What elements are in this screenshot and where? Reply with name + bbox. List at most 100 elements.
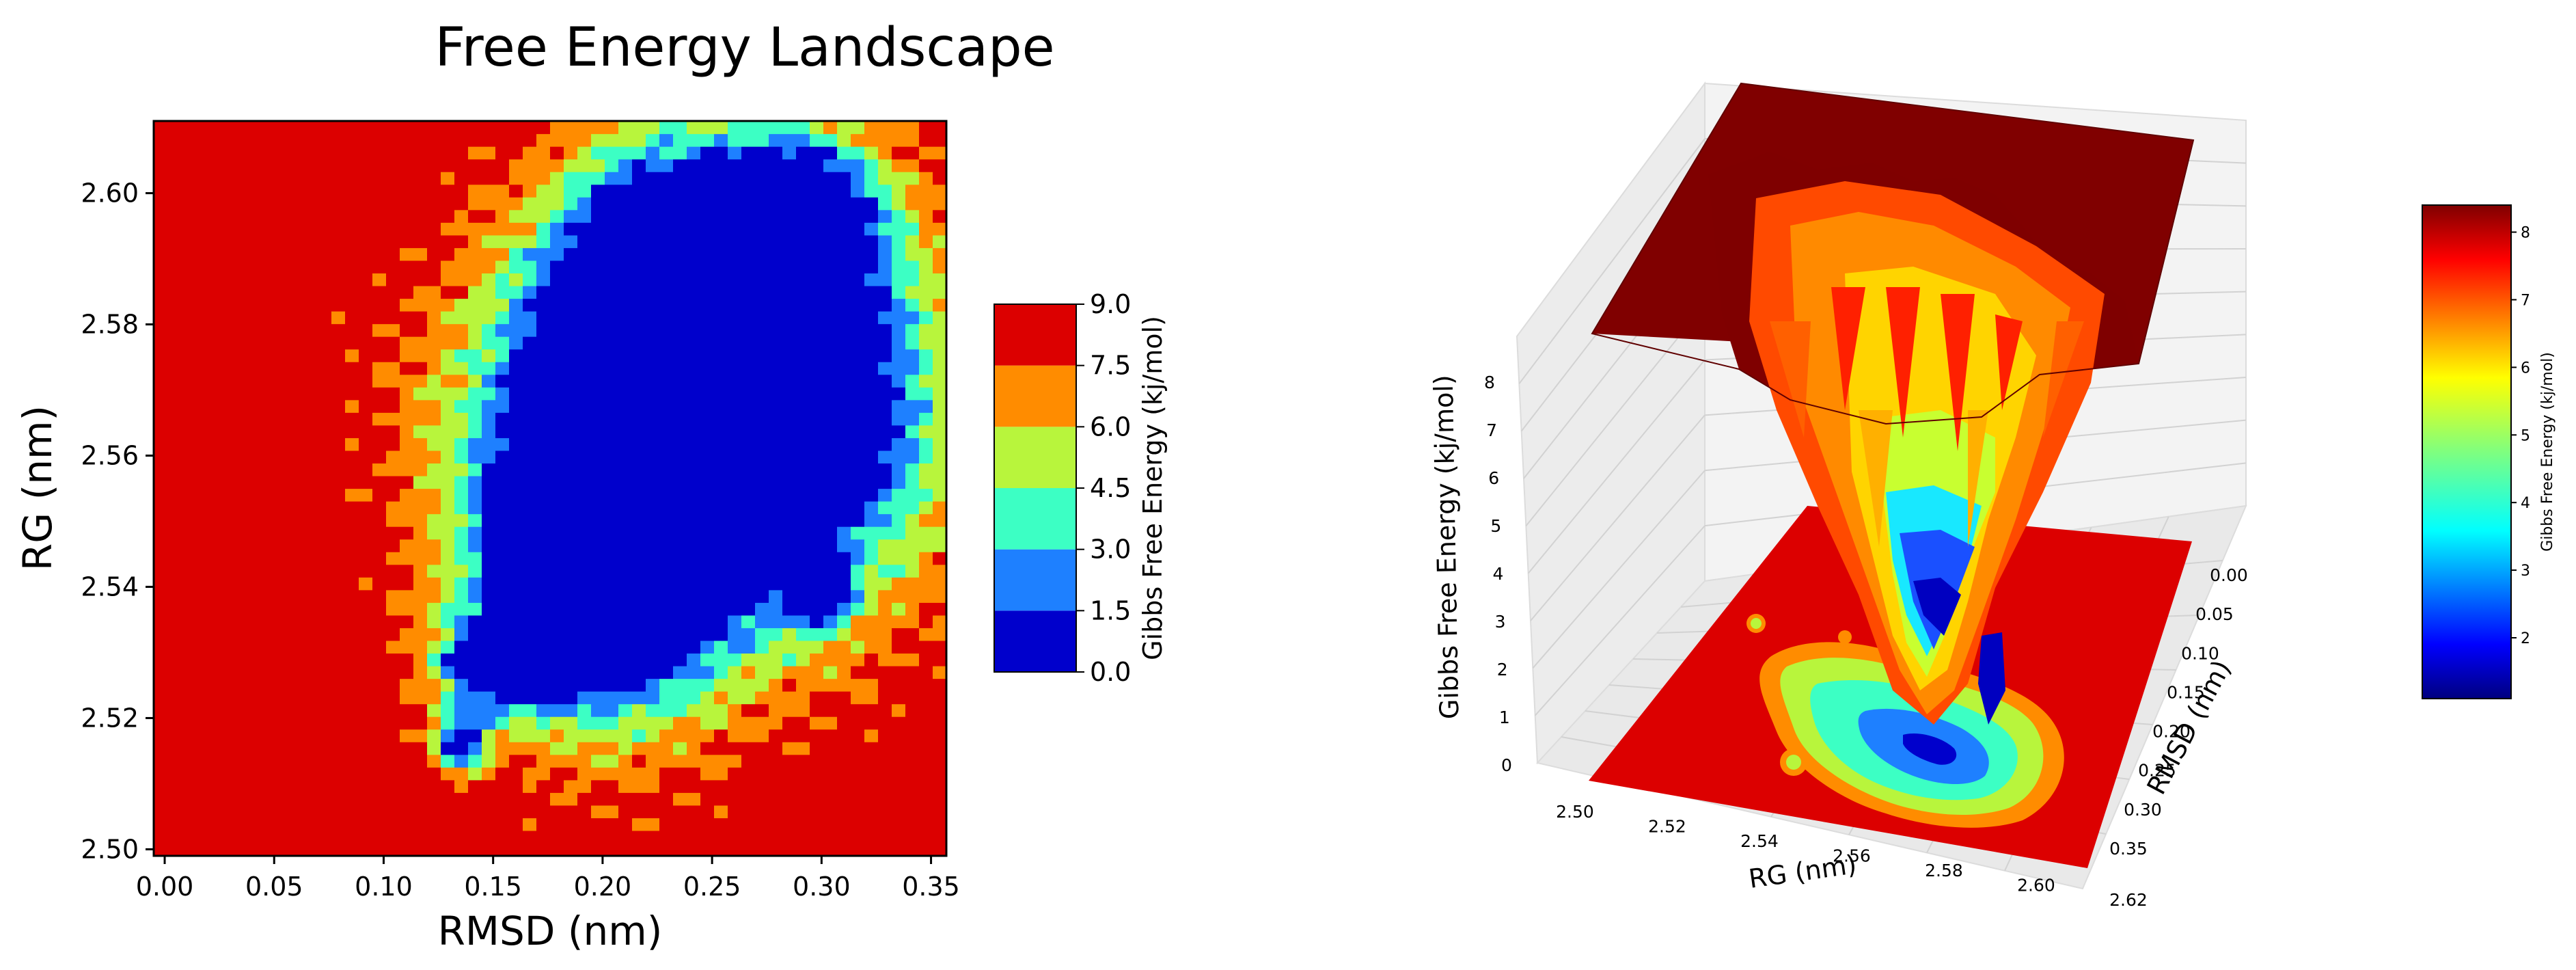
heatmap-cell [413,526,428,540]
heatmap-cell [359,602,373,616]
heatmap-cell [919,577,933,591]
heatmap-cell [728,628,742,641]
heatmap-cell [700,577,715,591]
x-tick-label: 0.00 [136,872,194,902]
colorbar-tick-label: 4.5 [1090,473,1131,503]
heatmap-cell [195,336,209,350]
heatmap-cell [810,640,824,654]
heatmap-cell [714,336,728,350]
heatmap-cell [851,729,865,742]
heatmap-cell [851,564,865,578]
heatmap-cell [741,691,756,705]
heatmap-cell [523,260,537,274]
heatmap-cell [345,513,359,527]
heatmap-cell [345,209,359,223]
heatmap-cell [673,805,687,818]
heatmap-cell [359,121,373,135]
heatmap-cell [359,450,373,464]
heatmap-cell [564,615,578,628]
heatmap-cell [741,703,756,717]
heatmap-cell [441,501,455,515]
heatmap-cell [892,234,906,248]
heatmap-cell [892,843,906,856]
heatmap-cell [427,437,441,451]
heatmap-cell [851,792,865,806]
heatmap-cell [181,172,195,185]
heatmap-cell [482,628,496,641]
heatmap-cell [687,336,701,350]
heatmap-cell [400,729,414,742]
heatmap-cell [905,412,920,426]
heatmap-cell [892,602,906,616]
heatmap-cell [318,716,332,730]
heatmap-cell [714,463,728,476]
heatmap-cell [167,526,182,540]
heatmap-cell [331,526,346,540]
heatmap-cell [304,197,318,211]
heatmap-cell [673,513,687,527]
heatmap-cell [222,146,236,160]
heatmap-cell [673,285,687,299]
heatmap-cell [769,323,783,337]
heatmap-cell [632,615,646,628]
heatmap-cell [249,387,264,401]
heatmap-cell [304,311,318,325]
heatmap-cell [468,589,482,603]
heatmap-cell [933,716,946,730]
heatmap-cell [769,463,783,476]
heatmap-cell [482,653,496,666]
heatmap-cell [933,488,946,502]
heatmap-cell [468,362,482,375]
heatmap-cell [933,653,946,666]
heatmap-cell [249,222,264,236]
heatmap-cell [290,437,305,451]
heatmap-cell [796,463,810,476]
heatmap-cell [372,146,387,160]
heatmap-cell [454,260,469,274]
heatmap-cell [454,526,469,540]
heatmap-cell [318,159,332,172]
heatmap-cell [482,247,496,261]
heatmap-cell [523,615,537,628]
heatmap-cell [208,121,223,135]
heatmap-cell [318,463,332,476]
heatmap-cell [263,133,277,147]
heatmap-cell [878,298,892,312]
heatmap-cell [372,843,387,856]
heatmap-cell [564,362,578,375]
heatmap-cell [878,691,892,705]
heatmap-cell [263,691,277,705]
heatmap-cell [755,273,769,286]
heatmap-cell [181,640,195,654]
heatmap-cell [905,742,920,755]
heatmap-cell [700,374,715,388]
heatmap-cell [782,349,797,362]
heatmap-cell [577,349,592,362]
heatmap-cell [823,818,838,831]
heatmap-cell [892,412,906,426]
heatmap-cell [810,197,824,211]
heatmap-cell [659,628,674,641]
heatmap-cell [154,146,168,160]
heatmap-cell [345,172,359,185]
heatmap-cell [318,742,332,755]
heatmap-cell [222,665,236,679]
heatmap-cell [728,792,742,806]
heatmap-cell [482,843,496,856]
heatmap-cell [495,121,510,135]
heatmap-cell [345,628,359,641]
heatmap-cell [509,602,523,616]
heatmap-cell [222,615,236,628]
heatmap-cell [154,374,168,388]
heatmap-cell [618,273,633,286]
heatmap-cell [646,323,660,337]
heatmap-cell [509,121,523,135]
heatmap-cell [905,475,920,489]
heatmap-cell [687,437,701,451]
heatmap-cell [509,526,523,540]
heatmap-cell [495,792,510,806]
heatmap-cell [386,475,400,489]
heatmap-cell [577,488,592,502]
heatmap-cell [646,234,660,248]
heatmap-cell [427,323,441,337]
